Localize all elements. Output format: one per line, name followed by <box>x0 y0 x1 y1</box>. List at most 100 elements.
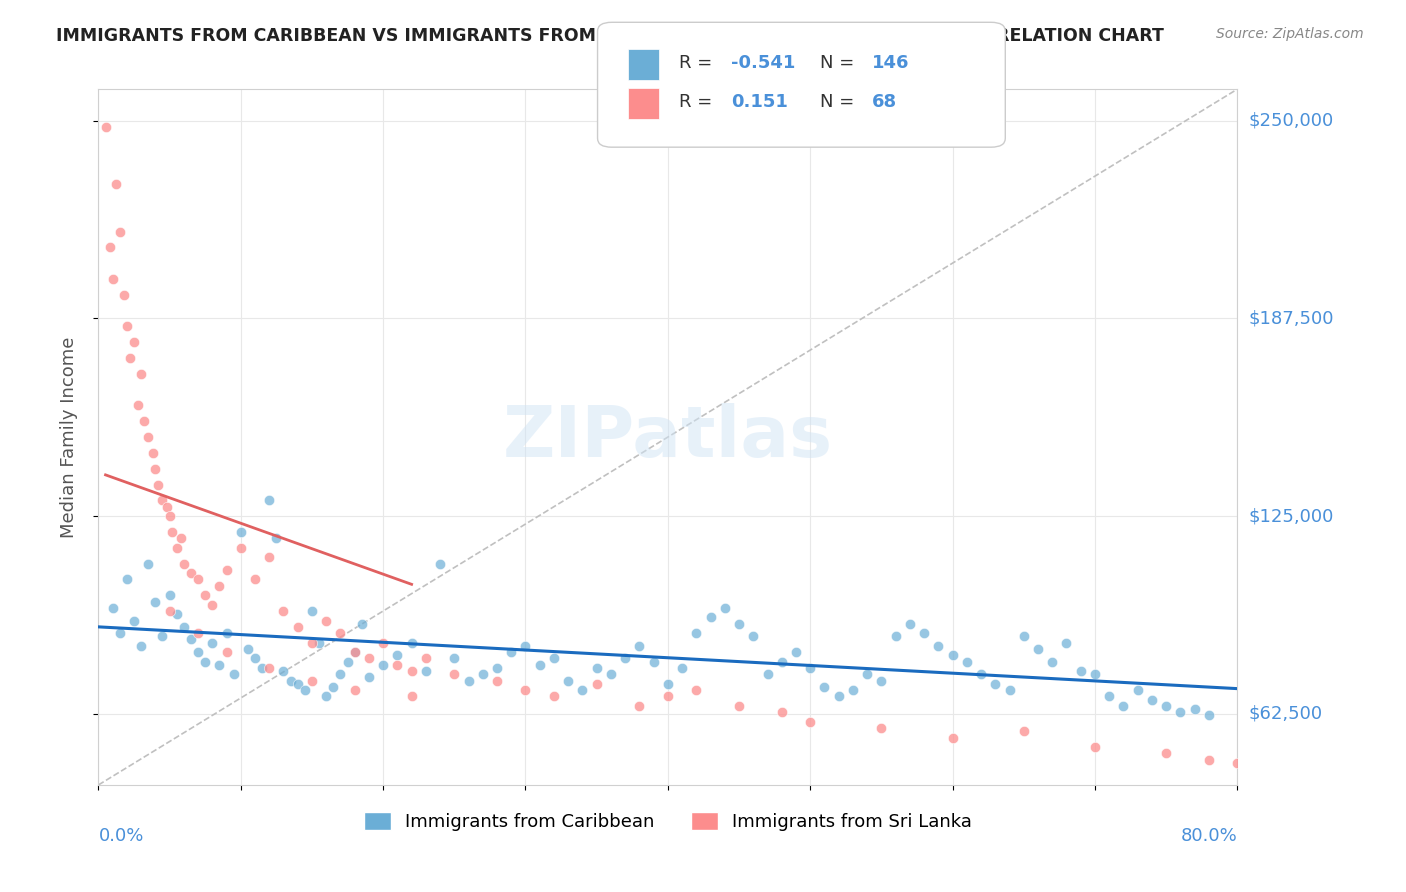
Point <box>194 655 217 669</box>
Point <box>122 335 145 350</box>
Point <box>373 635 395 649</box>
Point <box>515 639 537 653</box>
Point <box>1154 698 1177 713</box>
Point <box>287 620 309 634</box>
Point <box>280 673 302 688</box>
Point <box>728 616 751 631</box>
Point <box>187 573 209 587</box>
Point <box>515 683 537 698</box>
Point <box>543 690 565 704</box>
Point <box>387 648 409 663</box>
Text: 80.0%: 80.0% <box>1181 827 1237 845</box>
Point <box>443 667 465 681</box>
Point <box>1026 642 1049 657</box>
Point <box>770 705 793 719</box>
Point <box>1140 692 1163 706</box>
Point <box>429 557 451 571</box>
Point <box>170 531 193 545</box>
Point <box>301 604 323 618</box>
Point <box>118 351 141 365</box>
Point <box>1012 724 1035 739</box>
Point <box>756 667 779 681</box>
Point <box>699 610 721 624</box>
Point <box>1112 698 1135 713</box>
Point <box>350 616 373 631</box>
Point <box>1170 705 1192 719</box>
Point <box>1084 667 1107 681</box>
Point <box>173 620 195 634</box>
Point <box>842 683 865 698</box>
Point <box>956 655 979 669</box>
Point <box>1184 702 1206 716</box>
Point <box>1126 683 1149 698</box>
Point <box>266 531 288 545</box>
Point <box>501 645 523 659</box>
Point <box>94 120 117 135</box>
Point <box>101 600 124 615</box>
Point <box>315 690 337 704</box>
Point <box>1056 635 1078 649</box>
Point <box>215 563 238 577</box>
Point <box>101 272 124 286</box>
Point <box>250 661 273 675</box>
Point <box>415 651 437 665</box>
Point <box>1198 753 1220 767</box>
Point <box>301 635 323 649</box>
Y-axis label: Median Family Income: Median Family Income <box>59 336 77 538</box>
Point <box>657 677 679 691</box>
Text: $62,500: $62,500 <box>1249 705 1323 723</box>
Point <box>373 657 395 672</box>
Point <box>229 524 252 539</box>
Point <box>884 629 907 643</box>
Text: R =: R = <box>679 54 718 72</box>
Point <box>301 673 323 688</box>
Point <box>127 399 149 413</box>
Point <box>336 655 359 669</box>
Point <box>273 604 295 618</box>
Point <box>927 639 949 653</box>
Point <box>856 667 879 681</box>
Point <box>813 680 835 694</box>
Point <box>1226 756 1249 770</box>
Point <box>912 626 935 640</box>
Point <box>132 414 155 428</box>
Point <box>543 651 565 665</box>
Point <box>243 573 266 587</box>
Point <box>1084 739 1107 754</box>
Text: R =: R = <box>679 93 718 111</box>
Point <box>322 680 344 694</box>
Point <box>1098 690 1121 704</box>
Point <box>401 664 423 678</box>
Point <box>870 721 893 735</box>
Point <box>159 509 181 524</box>
Point <box>208 579 231 593</box>
Point <box>222 667 245 681</box>
Point <box>942 731 965 745</box>
Point <box>585 661 607 675</box>
Point <box>1070 664 1092 678</box>
Point <box>173 557 195 571</box>
Point <box>145 594 167 608</box>
Point <box>187 645 209 659</box>
Point <box>357 670 380 684</box>
Point <box>294 683 316 698</box>
Point <box>194 588 217 602</box>
Point <box>136 430 159 444</box>
Point <box>486 661 509 675</box>
Point <box>201 635 224 649</box>
Point <box>229 541 252 555</box>
Point <box>329 667 352 681</box>
Point <box>115 573 138 587</box>
Point <box>714 600 737 615</box>
Point <box>614 651 637 665</box>
Point <box>308 635 330 649</box>
Point <box>1154 747 1177 761</box>
Point <box>401 635 423 649</box>
Point <box>98 240 121 254</box>
Point <box>152 493 174 508</box>
Point <box>585 677 607 691</box>
Point <box>600 667 623 681</box>
Point <box>457 673 479 688</box>
Point <box>136 557 159 571</box>
Point <box>343 683 366 698</box>
